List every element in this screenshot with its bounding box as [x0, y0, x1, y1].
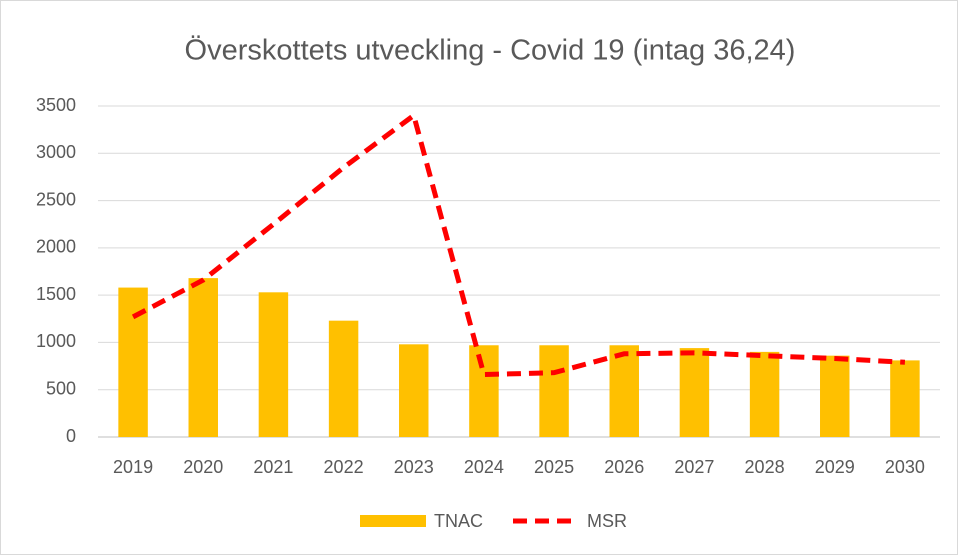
x-tick-label: 2024: [464, 457, 504, 477]
y-tick-label: 0: [66, 426, 76, 446]
x-tick-label: 2020: [183, 457, 223, 477]
legend-label: TNAC: [434, 511, 483, 531]
x-tick-label: 2028: [745, 457, 785, 477]
bar: [188, 278, 218, 437]
bar: [609, 345, 639, 437]
bar: [679, 348, 710, 437]
x-tick-label: 2025: [534, 457, 574, 477]
x-tick-label: 2021: [253, 457, 293, 477]
y-tick-label: 1500: [36, 284, 76, 304]
y-tick-label: 3000: [36, 142, 76, 162]
line: [131, 111, 906, 378]
bar: [539, 345, 569, 437]
bar: [890, 360, 920, 437]
x-tick-label: 2029: [815, 457, 855, 477]
x-tick-label: 2023: [394, 457, 434, 477]
bar: [820, 355, 850, 437]
bar: [328, 320, 359, 437]
y-tick-label: 1000: [36, 331, 76, 351]
bar: [258, 292, 289, 437]
x-tick-label: 2026: [604, 457, 644, 477]
x-tick-label: 2030: [885, 457, 925, 477]
x-tick-label: 2019: [113, 457, 153, 477]
chart-title: Överskottets utveckling - Covid 19 (inta…: [185, 35, 796, 67]
y-tick-label: 500: [46, 378, 76, 398]
y-tick-label: 2500: [36, 189, 76, 209]
x-tick-label: 2022: [324, 457, 364, 477]
y-tick-label: 3500: [36, 95, 76, 115]
legend-swatch: [360, 515, 426, 527]
bar: [749, 351, 780, 437]
y-tick-label: 2000: [36, 237, 76, 257]
x-tick-label: 2027: [674, 457, 714, 477]
bar: [469, 345, 499, 437]
bar: [399, 344, 429, 437]
legend-label: MSR: [587, 511, 627, 531]
